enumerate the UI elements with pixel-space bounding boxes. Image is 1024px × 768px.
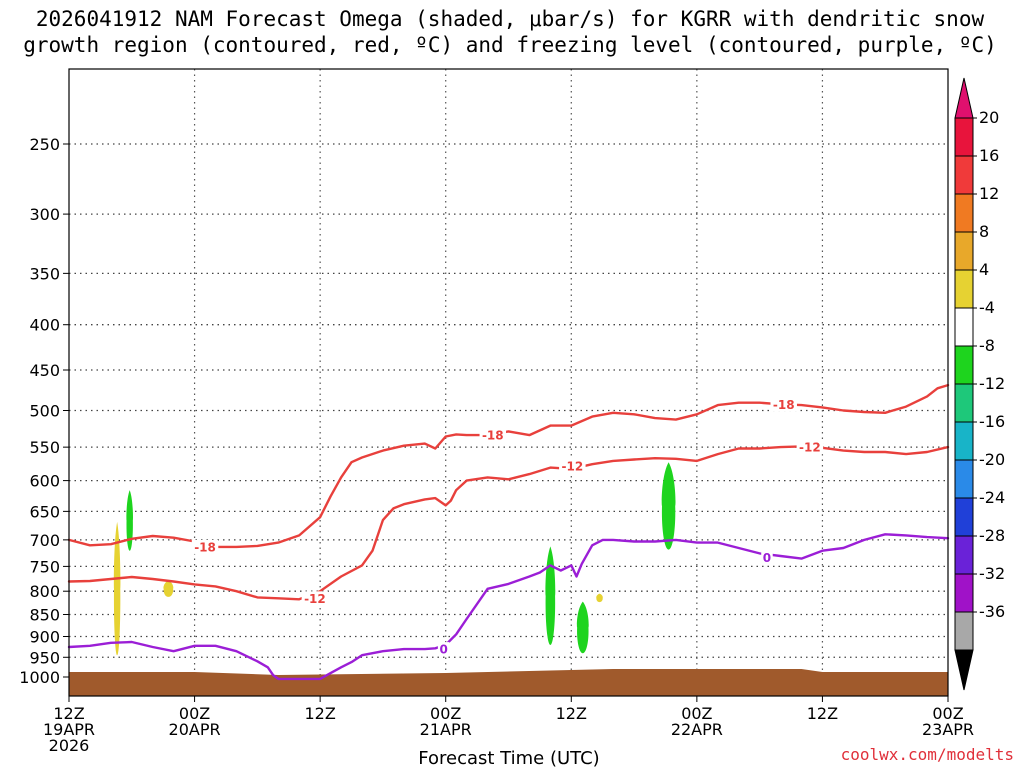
colorbar-swatch-12	[954, 573, 974, 613]
colorbar-label-1: 16	[979, 146, 999, 165]
y-tick-label-450: 450	[29, 361, 60, 380]
axis-layer: 250 300 350 400 450 500 550 600 650 700 750 800 850 9…	[19, 135, 974, 755]
colorbar-label-8: -16	[979, 412, 1005, 431]
colorbar-label-3: 8	[979, 222, 989, 241]
colorbar-swatch-3	[954, 231, 974, 271]
x-tick-label-1: 00Z	[179, 704, 210, 723]
colorbar-swatch-8	[954, 421, 974, 461]
colorbar: 20 16 12 8 4 -4 -8 -12 -16 -20 -24 -28 -32 -36	[954, 77, 1005, 691]
colorbar-label-0: 20	[979, 108, 999, 127]
colorbar-swatch-11	[954, 535, 974, 575]
omega-shade-region-6	[596, 593, 603, 603]
x-tick-label-4: 12Z	[556, 704, 587, 723]
contour-label--12-1: -12	[561, 460, 583, 474]
contour-line--12	[67, 445, 950, 601]
contour-label--18-0: -18	[194, 540, 216, 554]
contour-label-bg--12-2	[796, 440, 824, 455]
omega-shade-region-5	[661, 462, 676, 550]
x-tick-date-1: 20APR	[169, 720, 221, 739]
colorbar-swatch-10	[954, 497, 974, 537]
y-tick-label-950: 950	[29, 648, 60, 667]
terrain-layer	[69, 669, 948, 696]
colorbar-bottom-cap	[954, 649, 974, 691]
x-tick-label-5: 00Z	[681, 704, 712, 723]
y-tick-label-400: 400	[29, 316, 60, 335]
colorbar-swatch-0	[954, 117, 974, 157]
credit-text: coolwx.com/modelts	[841, 745, 1014, 764]
colorbar-swatch-1	[954, 155, 974, 195]
contour-label-0-1: 0	[763, 551, 771, 565]
y-tick-label-300: 300	[29, 205, 60, 224]
y-tick-label-900: 900	[29, 627, 60, 646]
x-tick-date-0: 19APR	[43, 720, 95, 739]
y-tick-label-550: 550	[29, 438, 60, 457]
x-tick-date-5: 22APR	[671, 720, 723, 739]
x-tick-date-7: 23APR	[922, 720, 974, 739]
omega-shade-region-3	[545, 546, 556, 645]
omega-shade-region-4	[576, 601, 589, 654]
colorbar-label-6: -8	[979, 336, 995, 355]
contour-line--18	[67, 383, 950, 549]
omega-shade-region-2	[126, 490, 133, 551]
x-tick-label-0: 12Z	[53, 704, 84, 723]
y-tick-label-650: 650	[29, 502, 60, 521]
x-tick-label-6: 12Z	[807, 704, 838, 723]
y-tick-label-850: 850	[29, 606, 60, 625]
contour-label-bg--18-2	[770, 397, 797, 412]
x-axis-label: Forecast Time (UTC)	[418, 748, 599, 768]
contour-label-bg-0-1	[761, 550, 773, 565]
contour-layer: -18 -18 -18 -12 -12 -12 0 0	[67, 383, 950, 681]
x-tick-label-2: 12Z	[304, 704, 335, 723]
contour-label-0-0: 0	[439, 643, 447, 657]
terrain-fill	[69, 669, 948, 696]
colorbar-label-12: -32	[979, 564, 1005, 583]
colorbar-top-cap	[954, 77, 974, 119]
chart-title-line-2: growth region (contoured, red, ºC) and f…	[23, 33, 997, 57]
y-tick-label-750: 750	[29, 557, 60, 576]
colorbar-swatch-13	[954, 611, 974, 651]
colorbar-label-11: -28	[979, 526, 1005, 545]
y-tick-label-1000: 1000	[19, 668, 60, 687]
plot-area	[69, 69, 948, 696]
x-tick-label-3: 00Z	[430, 704, 461, 723]
colorbar-swatch-2	[954, 193, 974, 233]
colorbar-label-7: -12	[979, 374, 1005, 393]
contour-label-bg--18-1	[479, 428, 507, 443]
colorbar-label-2: 12	[979, 184, 999, 203]
colorbar-label-13: -36	[979, 602, 1005, 621]
colorbar-swatch-4	[954, 269, 974, 309]
contour-label-bg--18-0	[191, 539, 219, 554]
contour-label--12-0: -12	[304, 592, 326, 606]
colorbar-swatch-5	[954, 307, 974, 347]
omega-shade-region-1	[163, 580, 174, 597]
y-tick-label-800: 800	[29, 582, 60, 601]
contour-label--18-2: -18	[773, 398, 795, 412]
y-tick-label-500: 500	[29, 402, 60, 421]
x-tick-label-7: 00Z	[932, 704, 963, 723]
x-tick-year-0: 2026	[49, 736, 90, 755]
omega-shade-region-0	[113, 521, 121, 656]
colorbar-label-4: 4	[979, 260, 989, 279]
colorbar-label-9: -20	[979, 450, 1005, 469]
x-tick-date-3: 21APR	[420, 720, 472, 739]
colorbar-swatch-9	[954, 459, 974, 499]
contour-label--12-2: -12	[799, 441, 821, 455]
contour-label-bg-0-0	[437, 642, 450, 657]
chart-title-line-1: 2026041912 NAM Forecast Omega (shaded, μ…	[36, 7, 985, 31]
colorbar-label-5: -4	[979, 298, 995, 317]
y-tick-label-700: 700	[29, 531, 60, 550]
colorbar-label-10: -24	[979, 488, 1005, 507]
y-tick-label-250: 250	[29, 135, 60, 154]
plot-frame	[68, 68, 949, 697]
y-tick-label-600: 600	[29, 472, 60, 491]
y-tick-label-350: 350	[29, 264, 60, 283]
contour-label-bg--12-0	[301, 591, 329, 606]
contour-label--18-1: -18	[482, 429, 504, 443]
contour-label-bg--12-1	[559, 459, 586, 474]
colorbar-swatch-7	[954, 383, 974, 423]
colorbar-swatch-6	[954, 345, 974, 385]
omega-shading-layer	[113, 462, 676, 656]
